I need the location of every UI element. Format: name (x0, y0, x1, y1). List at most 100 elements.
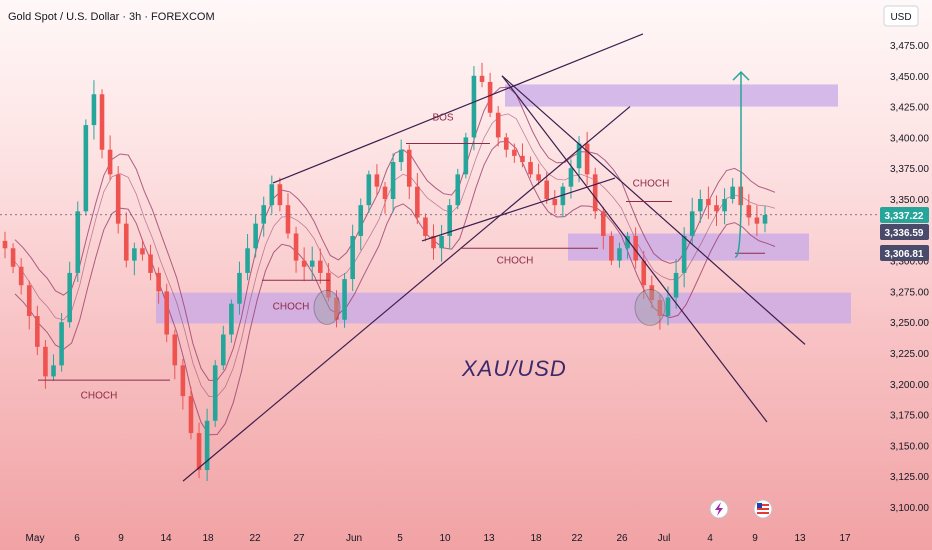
flag-event-icon[interactable] (753, 499, 773, 519)
candle-body (568, 168, 574, 187)
x-tick-label: 10 (439, 533, 451, 544)
candle-body (520, 155, 525, 163)
x-tick-label: 17 (839, 533, 851, 544)
y-tick-label: 3,350.00 (890, 195, 929, 206)
candle-body (196, 433, 202, 471)
y-tick-label: 3,250.00 (890, 318, 929, 329)
x-tick-label: 9 (752, 533, 758, 544)
candle-body (681, 235, 687, 273)
candle-body (83, 125, 89, 212)
y-tick-label: 3,375.00 (890, 164, 929, 175)
candle-body (318, 260, 323, 273)
candle-body (722, 199, 727, 212)
x-tick-label: 13 (483, 533, 495, 544)
candle-body (390, 162, 396, 199)
candle-body (544, 180, 550, 199)
candle-body (358, 205, 364, 236)
candle-body (754, 217, 760, 224)
candle-body (560, 186, 566, 206)
candle-body (552, 199, 558, 206)
falling-channel-line-lower (501, 75, 768, 423)
price-tag-label: 3,336.59 (885, 228, 924, 239)
candle-body (35, 316, 40, 347)
candle-body (617, 248, 622, 261)
candle-body (269, 184, 275, 206)
x-tick-label: 9 (118, 533, 124, 544)
price-tag (880, 207, 929, 223)
candle-body (10, 248, 16, 267)
candle-body (447, 205, 452, 236)
candle-body (229, 303, 234, 335)
zone-box (156, 292, 851, 324)
candle-body (689, 211, 695, 236)
annotation-label: CHOCH (497, 256, 534, 267)
candle-body (51, 365, 56, 377)
candle-body (503, 137, 509, 150)
projection-path (734, 72, 742, 258)
candle-body (107, 149, 113, 175)
flash-event-icon[interactable] (709, 499, 729, 519)
candle-body (423, 217, 428, 236)
x-tick-label: 22 (249, 533, 261, 544)
candle-body (301, 260, 307, 267)
x-tick-label: 13 (794, 533, 806, 544)
x-tick-label: Jul (658, 533, 671, 544)
candle-body (584, 143, 590, 175)
candle-body (164, 291, 170, 335)
candle-body (431, 235, 436, 249)
y-tick-label: 3,125.00 (890, 472, 929, 483)
candle-body (123, 223, 129, 261)
candle-body (487, 81, 493, 113)
y-tick-label: 3,225.00 (890, 349, 929, 360)
annotation-label: BOS (432, 112, 453, 123)
ichimoku-span-a (14, 86, 776, 381)
y-tick-label: 3,300.00 (890, 257, 929, 268)
zone-box (505, 84, 838, 107)
candle-body (43, 346, 48, 377)
candles-layer (2, 62, 768, 481)
candle-body (237, 272, 242, 304)
price-tag (880, 245, 929, 261)
x-tick-label: 18 (202, 533, 214, 544)
candle-body (463, 137, 469, 175)
candle-body (706, 199, 711, 206)
candle-body (334, 297, 339, 320)
candle-body (762, 215, 768, 224)
candle-body (188, 396, 194, 434)
candle-body (26, 285, 32, 317)
candle-body (342, 279, 347, 320)
y-tick-label: 3,175.00 (890, 411, 929, 422)
candle-body (479, 75, 485, 82)
candle-body (641, 260, 647, 286)
x-tick-label: 26 (616, 533, 628, 544)
annotation-label: CHOCH (81, 390, 118, 401)
candle-body (415, 186, 420, 218)
candle-body (285, 205, 291, 234)
candle-body (746, 205, 752, 218)
y-tick-label: 3,450.00 (890, 72, 929, 83)
candle-body (2, 240, 8, 249)
swing-low-circle (634, 288, 666, 326)
x-tick-label: 4 (707, 533, 713, 544)
zone-box (568, 233, 809, 261)
candle-body (600, 211, 606, 236)
candle-body (714, 205, 719, 212)
candle-body (439, 235, 444, 249)
candle-body (115, 174, 121, 224)
annotation-label: CHOCH (273, 301, 310, 312)
candle-body (495, 112, 501, 138)
candle-body (204, 420, 210, 471)
channel-upper-line (272, 33, 644, 184)
candle-body (75, 211, 81, 273)
y-tick-label: 3,425.00 (890, 103, 929, 114)
candle-body (326, 272, 331, 298)
candle-body (382, 186, 388, 199)
currency-button[interactable]: USD (883, 5, 919, 27)
annotation-label: CHOCH (633, 178, 670, 189)
candle-body (67, 272, 72, 323)
candle-body (398, 149, 404, 163)
candle-body (512, 149, 517, 156)
candle-body (592, 174, 598, 212)
